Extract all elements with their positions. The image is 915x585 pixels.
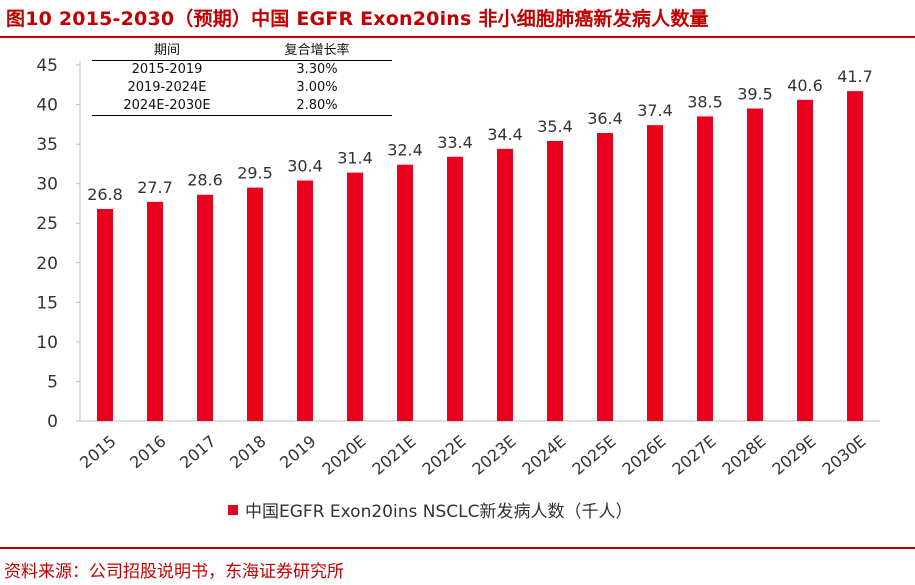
x-tick-label: 2018	[226, 432, 269, 473]
y-tick-label: 40	[36, 96, 58, 116]
cagr-row: 2019-2024E 3.00%	[92, 79, 392, 97]
title-divider	[0, 36, 915, 38]
bar-value-label: 36.4	[587, 109, 623, 128]
bar-value-label: 32.4	[387, 141, 423, 160]
x-tick-label: 2017	[176, 432, 219, 473]
y-tick-label: 10	[36, 333, 58, 353]
cagr-header-rate: 复合增长率	[284, 43, 350, 58]
bar-value-label: 41.7	[837, 67, 873, 86]
bar-value-label: 37.4	[637, 101, 673, 120]
bar	[497, 148, 513, 421]
bar	[547, 140, 563, 421]
x-tick-label: 2025E	[568, 432, 619, 479]
y-tick-label: 20	[36, 254, 58, 274]
bar-value-label: 31.4	[337, 149, 373, 168]
cagr-rate: 3.00%	[296, 80, 338, 95]
legend-label: 中国EGFR Exon20ins NSCLC新发病人数（千人）	[245, 502, 633, 522]
bar-value-label: 35.4	[537, 117, 573, 136]
bar	[747, 108, 763, 421]
y-tick-label: 45	[36, 56, 58, 76]
bar-value-label: 28.6	[187, 171, 223, 190]
bar-value-label: 27.7	[137, 178, 173, 197]
y-tick-label: 5	[47, 372, 58, 392]
y-tick-label: 30	[36, 175, 58, 195]
x-tick-label: 2022E	[418, 432, 469, 479]
bar-value-label: 33.4	[437, 133, 473, 152]
x-tick-label: 2030E	[818, 432, 869, 479]
x-tick-label: 2019	[276, 432, 319, 473]
bar-value-label: 30.4	[287, 157, 323, 176]
bar-value-label: 29.5	[237, 164, 273, 183]
cagr-row: 2024E-2030E 2.80%	[92, 97, 392, 116]
cagr-header-row: 期间 复合增长率	[92, 42, 392, 61]
x-tick-label: 2026E	[618, 432, 669, 479]
x-tick-label: 2029E	[768, 432, 819, 479]
bar	[147, 201, 163, 421]
bar	[347, 172, 363, 421]
bar	[597, 133, 613, 421]
bar	[847, 91, 863, 422]
bar	[447, 156, 463, 421]
x-tick-label: 2021E	[368, 432, 419, 479]
bar	[647, 125, 663, 421]
chart-legend: 中国EGFR Exon20ins NSCLC新发病人数（千人）	[228, 497, 632, 522]
bar-value-label: 26.8	[87, 185, 123, 204]
source-divider	[0, 547, 915, 549]
y-tick-label: 35	[36, 135, 58, 155]
cagr-rate: 2.80%	[296, 98, 338, 113]
source-note: 资料来源：公司招股说明书，东海证券研究所	[4, 562, 344, 582]
bar	[97, 208, 113, 421]
bar	[697, 116, 713, 421]
bar	[297, 180, 313, 421]
legend-swatch	[228, 504, 238, 515]
x-tick-label: 2024E	[518, 432, 569, 479]
cagr-period: 2024E-2030E	[123, 98, 211, 113]
cagr-rate: 3.30%	[296, 62, 338, 77]
bar-value-label: 39.5	[737, 85, 773, 104]
bar	[397, 164, 413, 421]
x-tick-label: 2028E	[718, 432, 769, 479]
cagr-table: 期间 复合增长率 2015-2019 3.30% 2019-2024E 3.00…	[92, 42, 392, 116]
cagr-period: 2015-2019	[131, 62, 203, 77]
cagr-row: 2015-2019 3.30%	[92, 61, 392, 79]
x-tick-label: 2023E	[468, 432, 519, 479]
bar-chart: 0 5 10 15 20 25 30 35 40 45 26.8 2015 27.7 2016 28.6 20…	[36, 56, 880, 479]
bar	[797, 99, 813, 421]
x-tick-label: 2027E	[668, 432, 719, 479]
figure-title: 图10 2015-2030（预期）中国 EGFR Exon20ins 非小细胞肺…	[6, 8, 709, 30]
x-tick-label: 2020E	[318, 432, 369, 479]
cagr-period: 2019-2024E	[127, 80, 207, 95]
bar	[197, 194, 213, 421]
bar	[247, 187, 263, 421]
y-tick-label: 25	[36, 214, 58, 234]
bar-value-label: 38.5	[687, 92, 723, 111]
x-tick-label: 2015	[76, 432, 119, 473]
x-tick-label: 2016	[126, 432, 169, 473]
bar-value-label: 34.4	[487, 125, 523, 144]
y-tick-label: 0	[47, 412, 58, 432]
y-tick-label: 15	[36, 293, 58, 313]
cagr-header-period: 期间	[153, 43, 180, 58]
bar-value-label: 40.6	[787, 76, 823, 95]
